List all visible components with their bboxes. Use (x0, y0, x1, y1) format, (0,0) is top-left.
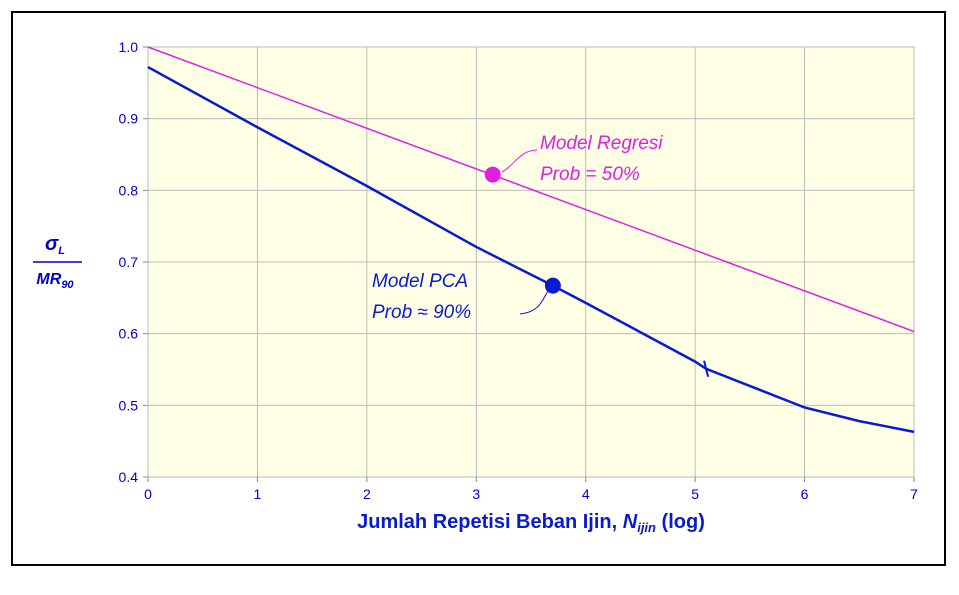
leader-line (519, 290, 549, 315)
x-tick-label: 6 (801, 486, 809, 502)
x-title-sub: ijin (637, 520, 656, 535)
x-tick-label: 4 (582, 486, 590, 502)
y-tick-label: 1.0 (119, 39, 139, 55)
line-series (147, 46, 915, 333)
x-title-text: Jumlah Repetisi Beban Ijin, (357, 511, 623, 533)
y-title-symbol: MR (36, 271, 61, 288)
x-title-symbol: N (623, 511, 638, 533)
x-axis-title: Jumlah Repetisi Beban Ijin, Nijin (log) (357, 511, 705, 535)
y-title-sub: L (58, 245, 65, 257)
leader-line (501, 149, 538, 173)
y-title-denominator: MR90 (36, 271, 74, 291)
marks (147, 46, 915, 434)
y-title-sub: 90 (61, 279, 74, 291)
x-tick-label: 3 (472, 486, 480, 502)
x-title-suffix: (log) (656, 511, 705, 533)
tick-marker (703, 360, 710, 378)
y-axis-title: σL MR90 (33, 233, 82, 291)
y-title-symbol: σ (45, 233, 59, 255)
point-marker (484, 166, 501, 183)
y-tick-label: 0.8 (119, 182, 139, 198)
y-tick-label: 0.9 (119, 111, 139, 127)
x-tick-label: 5 (691, 486, 699, 502)
point-marker (544, 277, 561, 294)
x-tick-label: 0 (144, 486, 152, 502)
annotation: Model PCA (372, 271, 468, 292)
annotation: Model Regresi (540, 133, 663, 154)
x-tick-label: 7 (910, 486, 918, 502)
y-title-numerator: σL (45, 233, 65, 257)
x-tick-label: 1 (254, 486, 262, 502)
annotation: Prob ≈ 90% (372, 302, 471, 323)
y-tick-label: 0.7 (119, 254, 139, 270)
y-tick-label: 0.5 (119, 397, 139, 413)
line-series (147, 65, 915, 434)
grid: 0.4 0.5 0.6 0.7 0.8 0.9 1.0 0 1 2 3 4 5 6 7 (119, 39, 919, 502)
y-tick-label: 0.6 (119, 326, 139, 342)
x-tick-label: 2 (363, 486, 371, 502)
y-tick-label: 0.4 (119, 469, 139, 485)
annotation: Prob = 50% (540, 164, 640, 185)
